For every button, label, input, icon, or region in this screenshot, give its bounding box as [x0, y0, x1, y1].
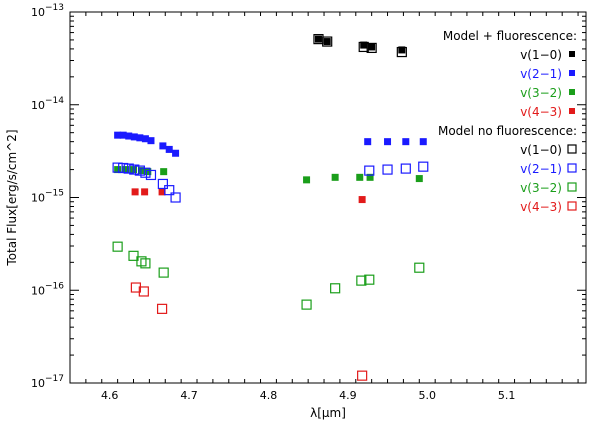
open-square-point: [364, 274, 375, 285]
open-square-point: [322, 36, 333, 47]
filled-square-point: [366, 173, 374, 181]
filled-square-point: [398, 46, 406, 54]
open-square-point: [170, 192, 181, 203]
open-square-point: [140, 167, 151, 178]
open-square-point: [418, 161, 429, 172]
open-square-point: [364, 165, 375, 176]
filled-square-point: [141, 188, 149, 196]
open-square-point: [382, 164, 393, 175]
open-square-point: [156, 303, 168, 314]
filled-square-point: [314, 35, 322, 43]
y-axis-label: Total Flux[erg/s/cm^2]: [5, 129, 19, 266]
filled-square-point: [147, 137, 155, 145]
filled-square-point: [331, 173, 339, 181]
y-tick-label: 10−16: [31, 281, 64, 297]
open-square-point: [366, 42, 377, 54]
filled-square-point: [323, 38, 331, 46]
legend-entry-label: v(2−1): [520, 67, 562, 81]
legend-title: Model no fluorescence:: [438, 124, 577, 138]
legend: Model + fluorescence: v(1−0) v(2−1) v(3−2) v…: [438, 29, 577, 214]
legend-entry-label: v(1−0): [520, 143, 562, 157]
legend-title: Model + fluorescence:: [443, 29, 577, 43]
filled-square-point: [172, 149, 180, 157]
x-tick-label: 4.6: [101, 389, 119, 402]
x-tick-label: 5.0: [418, 389, 436, 402]
filled-square-point: [158, 188, 166, 196]
y-tick-label: 10−13: [31, 3, 64, 19]
open-square-point: [396, 46, 407, 58]
filled-square-point: [358, 196, 366, 204]
legend-open-marker: [567, 144, 577, 154]
filled-square-point: [356, 173, 364, 181]
data-points: [112, 34, 429, 381]
y-tick-label: 10−15: [31, 189, 64, 205]
filled-square-point: [160, 168, 168, 176]
open-square-point: [145, 169, 157, 181]
legend-open-marker: [567, 163, 577, 173]
filled-square-point: [119, 131, 127, 139]
filled-square-point: [131, 188, 139, 196]
filled-square-point: [144, 168, 152, 176]
open-square-point: [158, 267, 169, 278]
filled-square-point: [122, 166, 130, 174]
open-square-point: [357, 370, 368, 381]
filled-square-point: [125, 132, 133, 140]
filled-square-point: [165, 145, 173, 153]
open-square-point: [301, 299, 312, 310]
open-square-point: [157, 178, 168, 190]
open-square-point: [400, 163, 411, 174]
legend-filled-marker: [569, 51, 575, 57]
filled-square-point: [402, 138, 410, 146]
filled-square-point: [114, 131, 122, 139]
open-square-point: [123, 163, 134, 174]
filled-square-point: [360, 41, 368, 49]
legend-entry-label: v(3−2): [520, 181, 562, 195]
filled-square-point: [114, 166, 122, 174]
filled-square-point: [415, 175, 423, 183]
open-square-point: [414, 262, 425, 273]
legend-entry-label: v(4−3): [520, 105, 562, 119]
legend-entry-label: v(3−2): [520, 86, 562, 100]
y-tick-label: 10−17: [31, 374, 64, 390]
filled-square-point: [303, 176, 311, 184]
legend-entry-label: v(4−3): [520, 200, 562, 214]
filled-square-point: [159, 142, 167, 150]
x-tick-label: 4.7: [180, 389, 198, 402]
filled-square-point: [419, 138, 427, 146]
filled-square-point: [141, 135, 149, 143]
open-square-point: [134, 165, 145, 176]
legend-entry-label: v(2−1): [520, 162, 562, 176]
filled-square-point: [384, 138, 392, 146]
filled-square-point: [368, 43, 376, 51]
filled-square-point: [364, 138, 372, 146]
x-tick-label: 5.1: [498, 389, 516, 402]
open-square-point: [129, 164, 140, 175]
x-tick-label: 4.9: [339, 389, 357, 402]
open-square-point: [128, 250, 139, 261]
open-square-point: [356, 275, 367, 286]
open-square-point: [164, 185, 175, 196]
open-square-point: [138, 286, 149, 297]
open-square-point: [358, 41, 369, 53]
y-tick-label: 10−14: [31, 96, 64, 112]
filled-square-point: [136, 134, 144, 142]
legend-filled-marker: [569, 70, 575, 76]
open-square-point: [118, 162, 129, 174]
legend-entry-label: v(1−0): [520, 48, 562, 62]
x-axis-label: λ[μm]: [310, 406, 346, 420]
legend-open-marker: [567, 201, 577, 211]
legend-filled-marker: [569, 89, 575, 95]
plot-frame: [69, 11, 587, 384]
filled-square-point: [130, 133, 138, 141]
open-square-point: [112, 162, 123, 173]
x-tick-label: 4.8: [260, 389, 278, 402]
legend-open-marker: [567, 182, 577, 192]
axes: 4.6 4.7 4.8 4.9 5.0 5.1 10−17 10−16 10−15 10−14 10…: [5, 3, 587, 420]
legend-filled-marker: [569, 108, 575, 114]
open-square-point: [112, 241, 123, 252]
open-square-point: [330, 283, 341, 294]
open-square-point: [140, 258, 151, 269]
